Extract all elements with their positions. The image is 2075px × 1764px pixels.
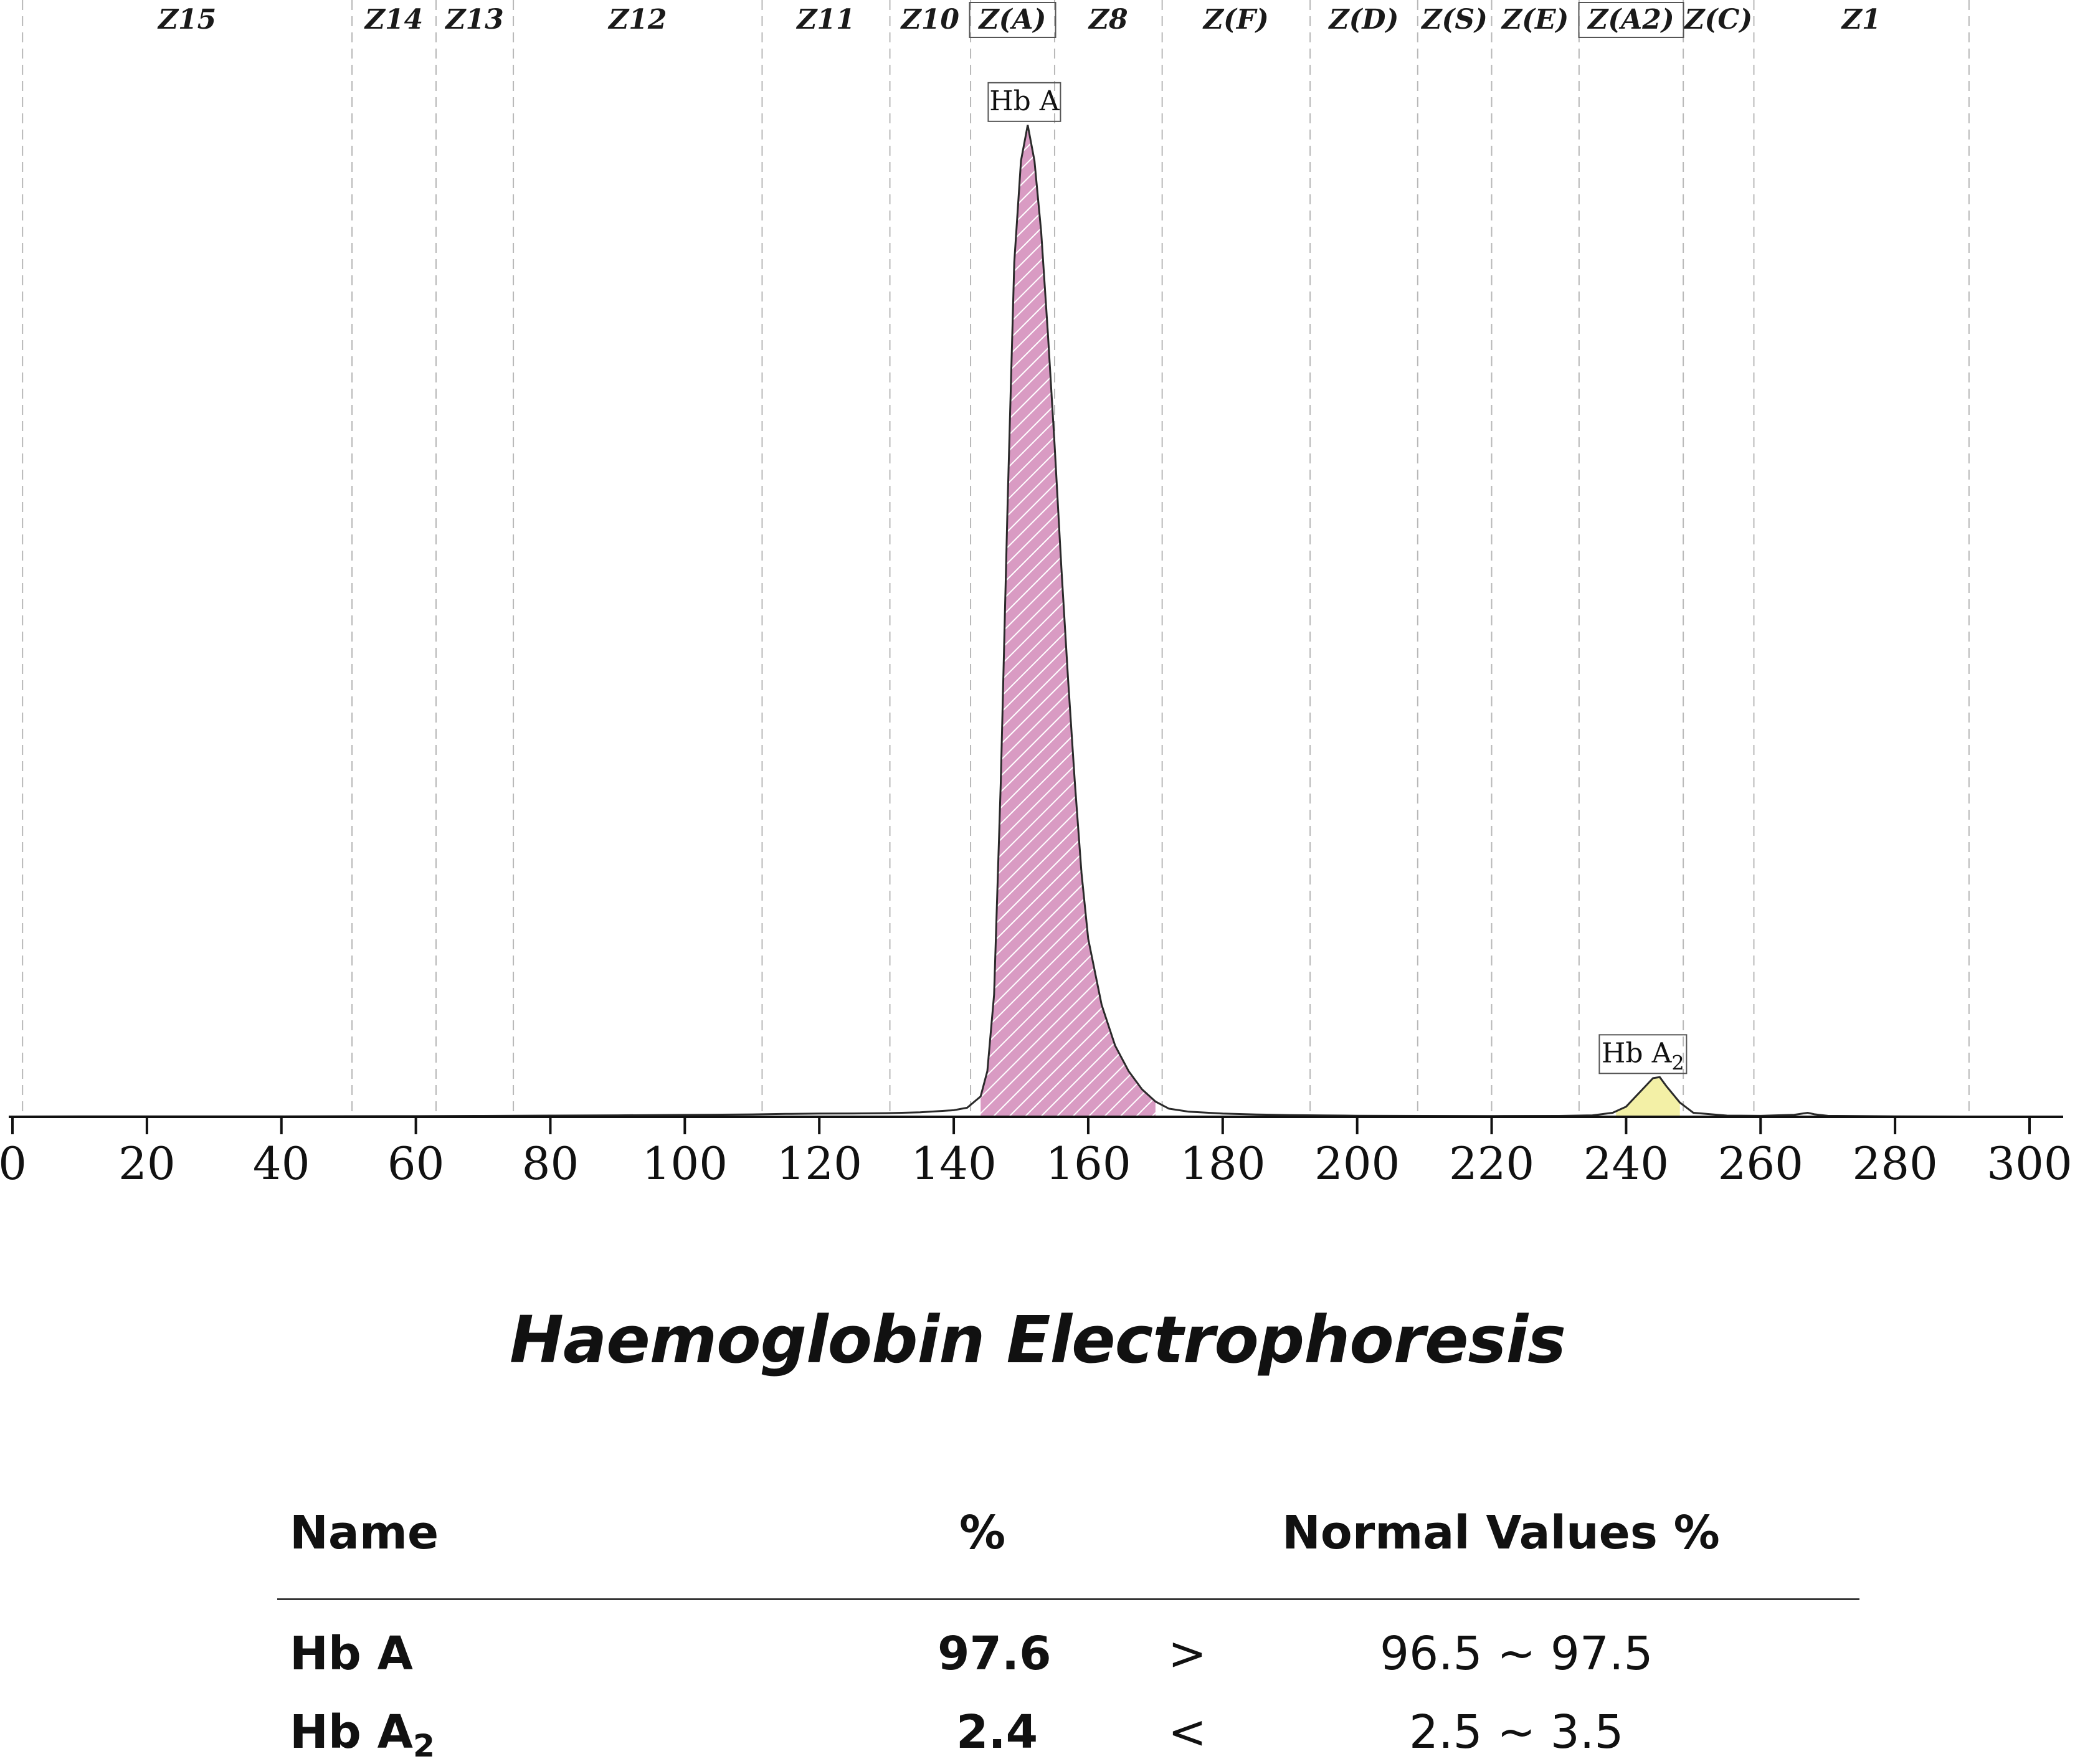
- zone-label: Z(S): [1420, 4, 1488, 36]
- zone-boundary-lines: [22, 0, 1970, 1117]
- chart-title: Haemoglobin Electrophoresis: [510, 1302, 1566, 1378]
- zone-labels: Z15 Z14 Z13 Z12 Z11 Z10 Z(A) Z8 Z(F) Z(D) Z(S) Z(E)…: [157, 2, 1881, 38]
- x-tick-label: 160: [1045, 1137, 1131, 1190]
- x-tick-label: 280: [1852, 1137, 1937, 1190]
- zone-label: Z15: [157, 4, 216, 36]
- peak-label-box: [1598, 1034, 1688, 1074]
- zone-label-box: [1578, 2, 1684, 38]
- peak-label: Hb A: [989, 85, 1060, 117]
- zone-label: Z(E): [1501, 4, 1569, 36]
- zone-label: Z11: [795, 4, 855, 36]
- x-tick-label: 40: [253, 1137, 310, 1190]
- x-tick-label: 200: [1314, 1137, 1400, 1190]
- x-tick-label: 240: [1584, 1137, 1669, 1190]
- table-row-hb-a-percent: 97.6: [938, 1627, 1052, 1681]
- zone-label: Z12: [607, 4, 667, 36]
- x-tick-label: 80: [522, 1137, 579, 1190]
- x-tick-label: 140: [911, 1137, 996, 1190]
- table-header-normal-values: Normal Values %: [1282, 1506, 1720, 1560]
- table-row-hb-a2-comparator: <: [1168, 1705, 1207, 1759]
- x-tick-label: 0: [0, 1137, 27, 1190]
- zone-label: Z13: [444, 4, 503, 36]
- peak-fills: [981, 125, 1680, 1117]
- zone-label: Z(D): [1327, 4, 1398, 36]
- table-header-percent: %: [959, 1506, 1006, 1560]
- table-row-hb-a-name: Hb A: [290, 1627, 413, 1681]
- table-row-hb-a2-name: Hb A2: [290, 1705, 435, 1764]
- table-divider: [277, 1598, 1859, 1600]
- x-tick-label: 220: [1449, 1137, 1534, 1190]
- table-row-hb-a-normal: 96.5 ~ 97.5: [1380, 1627, 1653, 1681]
- table-row-hb-a-comparator: >: [1168, 1627, 1207, 1681]
- zone-label: Z10: [900, 4, 960, 36]
- x-tick-label: 60: [387, 1137, 445, 1190]
- x-tick-label: 20: [118, 1137, 176, 1190]
- peak-labels: Hb A Hb A2: [987, 82, 1688, 1074]
- zone-label: Z1: [1841, 4, 1881, 36]
- x-tick-label: 100: [642, 1137, 728, 1190]
- zone-label: Z(F): [1202, 4, 1269, 36]
- zone-label: Z14: [364, 4, 423, 36]
- table-header-name: Name: [290, 1506, 439, 1560]
- peak-label: Hb A2: [1602, 1037, 1684, 1074]
- zone-label-box: [969, 2, 1056, 38]
- zone-label: Z(A2): [1587, 4, 1674, 36]
- peak-area: [981, 125, 1156, 1117]
- electrophoresis-trace: [12, 125, 1963, 1117]
- x-tick-label: 180: [1180, 1137, 1265, 1190]
- peak-label-box: [987, 82, 1061, 122]
- zone-label: Z8: [1088, 4, 1128, 36]
- electrophoresis-chart: Z15 Z14 Z13 Z12 Z11 Z10 Z(A) Z8 Z(F) Z(D) Z(S) Z(E)…: [0, 0, 2073, 1190]
- zone-label: Z(A): [978, 4, 1047, 36]
- table-row-hb-a2-normal: 2.5 ~ 3.5: [1409, 1705, 1624, 1759]
- x-axis-ticks: 0 20 40 60 80 100 120 140 160 180 200 220 240 260 280 3…: [0, 1117, 2073, 1190]
- peak-area: [1616, 1077, 1680, 1117]
- x-tick-label: 120: [776, 1137, 862, 1190]
- x-tick-label: 260: [1718, 1137, 1803, 1190]
- x-tick-label: 300: [1987, 1137, 2072, 1190]
- table-row-hb-a2-percent: 2.4: [956, 1705, 1038, 1759]
- zone-label: Z(C): [1683, 4, 1752, 36]
